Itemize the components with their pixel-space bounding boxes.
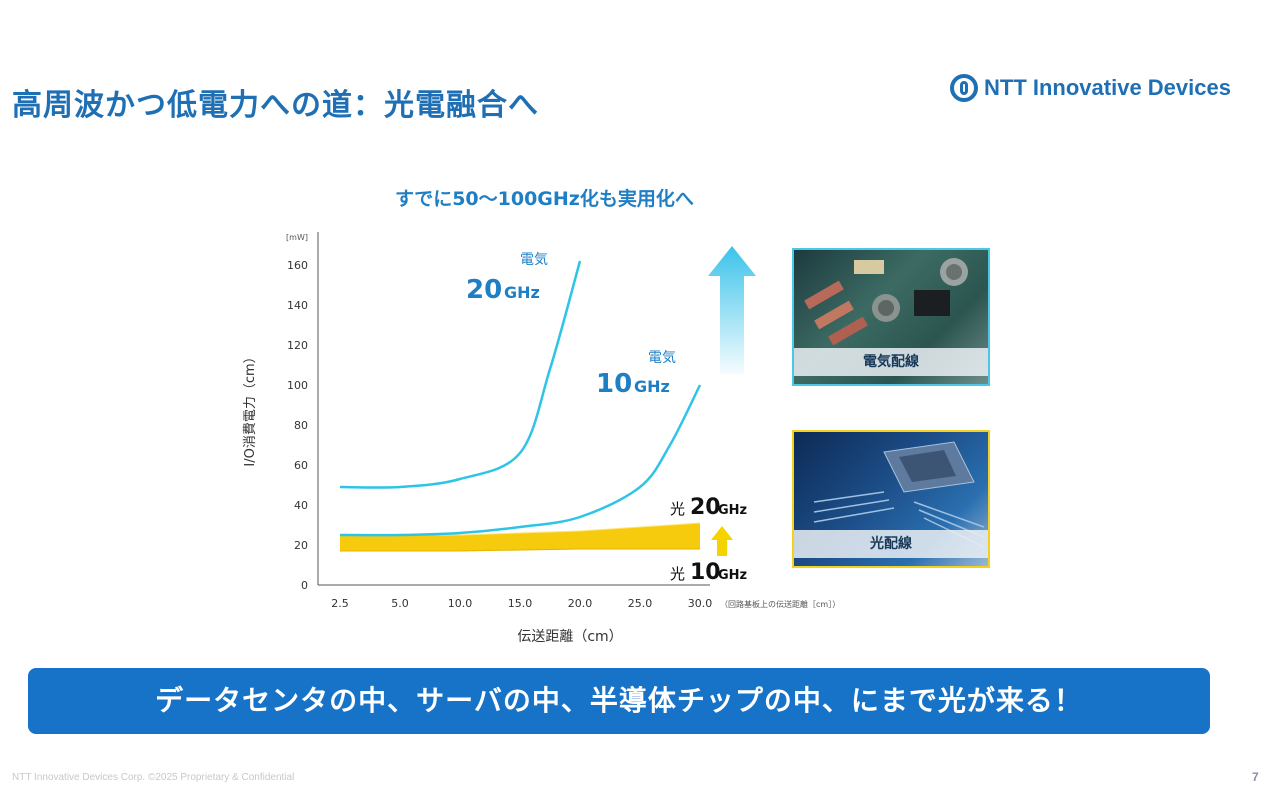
up-arrow-icon	[708, 246, 756, 374]
series-label-electric-10ghz-unit: GHz	[634, 377, 670, 396]
power-vs-distance-chart: 0 20 40 60 80 100 120 140 160 [mW] I/O消費電力（cm） 2.5 5…	[243, 232, 840, 645]
series-label-electric-20ghz: 20	[466, 275, 502, 305]
series-label-electric-10ghz: 10	[596, 369, 632, 399]
series-label-optical-10ghz: 10	[690, 560, 721, 585]
x-axis-note: （回路基板上の伝送距離［cm］）	[720, 599, 840, 609]
y-tick-label: 80	[294, 419, 308, 432]
optical-wiring-label: 光配線	[794, 530, 988, 558]
series-line-electric-20ghz	[339, 260, 582, 489]
y-tick-label: 120	[287, 339, 308, 352]
x-tick-label: 20.0	[568, 597, 593, 610]
chart-heading: すでに50〜100GHz化も実用化へ	[395, 188, 694, 210]
series-label-optical-20ghz-top: 光	[670, 500, 685, 518]
series-label-optical-20ghz-unit: GHz	[718, 503, 747, 518]
y-tick-label: 160	[287, 259, 308, 272]
brand-name: NTT Innovative Devices	[984, 75, 1231, 100]
y-tick-label: 140	[287, 299, 308, 312]
x-tick-label: 2.5	[331, 597, 349, 610]
y-tick-label: 0	[301, 579, 308, 592]
electrical-wiring-photo: 電気配線	[792, 248, 990, 386]
series-line-electric-10ghz	[339, 384, 702, 537]
y-unit-label: [mW]	[286, 233, 308, 242]
slide-title: 高周波かつ低電力への道：光電融合へ	[12, 88, 539, 123]
message-banner: データセンタの中、サーバの中、半導体チップの中、にまで光が来る！	[28, 668, 1210, 734]
electrical-circuit-board-photo-icon	[804, 258, 968, 346]
series-label-electric-20ghz-top: 電気	[520, 252, 548, 268]
electrical-wiring-label: 電気配線	[794, 348, 988, 376]
footer-copyright: NTT Innovative Devices Corp. ©2025 Propr…	[12, 772, 295, 783]
x-tick-label: 5.0	[391, 597, 409, 610]
series-label-electric-10ghz-top: 電気	[648, 350, 676, 366]
series-label-optical-20ghz: 20	[690, 495, 721, 520]
series-label-electric-20ghz-unit: GHz	[504, 283, 540, 302]
series-label-optical-10ghz-top: 光	[670, 565, 685, 583]
x-tick-label: 25.0	[628, 597, 653, 610]
x-tick-label: 10.0	[448, 597, 473, 610]
page-number: 7	[1252, 770, 1259, 784]
optical-band-area	[340, 523, 700, 551]
y-tick-label: 20	[294, 539, 308, 552]
y-axis-title: I/O消費電力（cm）	[243, 350, 258, 466]
y-tick-label: 60	[294, 459, 308, 472]
series-line-optical-10ghz	[340, 548, 700, 552]
ntt-logo-icon	[950, 74, 978, 102]
y-tick-label: 40	[294, 499, 308, 512]
optical-wiring-photo: 光配線	[792, 430, 990, 568]
small-up-arrow-icon	[711, 526, 733, 556]
optical-chip-photo-icon	[813, 441, 985, 548]
x-tick-label: 30.0	[688, 597, 713, 610]
brand-logo-group: NTT Innovative Devices	[950, 74, 1231, 102]
series-label-optical-10ghz-unit: GHz	[718, 568, 747, 583]
x-axis-title: 伝送距離（cm）	[517, 628, 622, 645]
y-tick-label: 100	[287, 379, 308, 392]
x-tick-label: 15.0	[508, 597, 533, 610]
